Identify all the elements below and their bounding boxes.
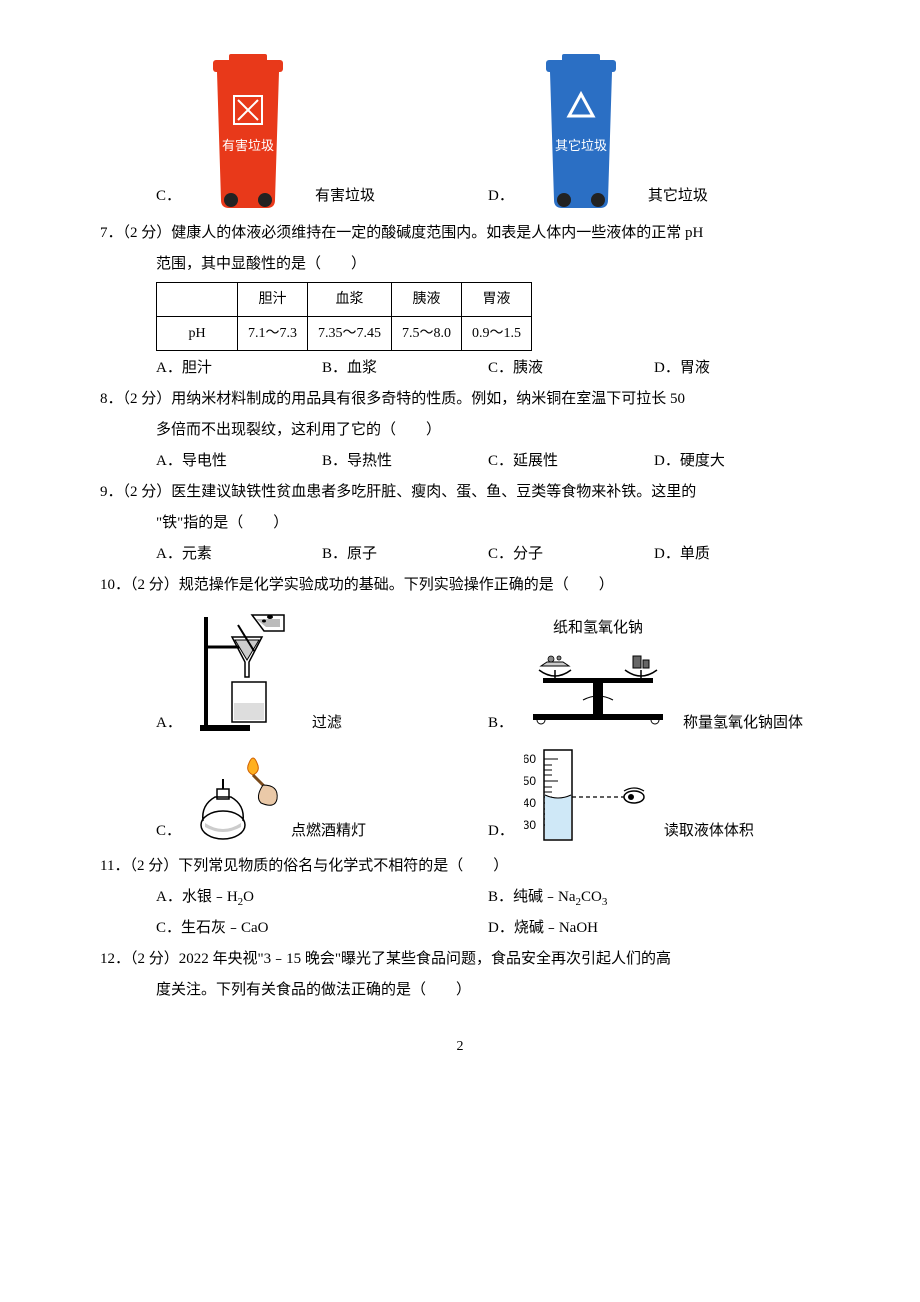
q7-opt-b: B．血浆 [322,355,488,382]
q10-b-label: 称量氢氧化钠固体 [683,710,803,737]
q9-opt-c: C．分子 [488,541,654,568]
balance-scale-icon [523,642,673,727]
q10-b-letter: B． [488,710,513,737]
q6-c-label: 有害垃圾 [315,183,375,210]
q10-opt-a: A． 过滤 [156,607,488,737]
q7-th-5: 胃液 [462,283,532,317]
q9-opt-d: D．单质 [654,541,820,568]
q7-stem-1: 7．（2 分）健康人的体液必须维持在一定的酸碱度范围内。如表是人体内一些液体的正… [100,220,820,247]
q11-options-1: A．水银﹣H2O B．纯碱﹣Na2CO3 [100,884,820,913]
q6-c-letter: C． [156,183,181,210]
q11-b-p1: B．纯碱﹣Na [488,889,576,905]
q10-row-cd: C． 点燃酒精灯 D． 60 50 40 30 [100,745,820,845]
q10-c-letter: C． [156,818,181,845]
q11-opt-d: D．烧碱﹣NaOH [488,915,820,942]
q10-d-letter: D． [488,818,514,845]
q8-opt-a: A．导电性 [156,448,322,475]
q7-opt-c: C．胰液 [488,355,654,382]
q11-options-2: C．生石灰﹣CaO D．烧碱﹣NaOH [100,915,820,942]
q6-options-row: C． 有害垃圾 有害垃圾 D． [100,50,820,210]
q10-d-label: 读取液体体积 [664,818,754,845]
q6-opt-d: D． 其它垃圾 其它垃圾 [488,50,820,210]
q10-opt-d: D． 60 50 40 30 [488,745,820,845]
q10-a-label: 过滤 [312,710,342,737]
q7-stem-2: 范围，其中显酸性的是（ ） [100,251,820,278]
filtration-apparatus-icon [192,607,302,737]
q7-th-3: 血浆 [308,283,392,317]
q9-options: A．元素 B．原子 C．分子 D．单质 [100,541,820,568]
bin-c-label-text: 有害垃圾 [222,138,274,153]
graduated-cylinder-reading-icon: 60 50 40 30 [524,745,654,845]
q10-stem: 10．（2 分）规范操作是化学实验成功的基础。下列实验操作正确的是（ ） [100,572,820,599]
q7-r-ph: pH [157,317,238,351]
q7-opt-a: A．胆汁 [156,355,322,382]
svg-text:30: 30 [524,818,536,832]
q10-b-top-label: 纸和氢氧化钠 [523,615,673,642]
q7-opt-d: D．胃液 [654,355,820,382]
q10-opt-b: B． 纸和氢氧化钠 [488,615,820,737]
q7-ph-table: 胆汁 血浆 胰液 胃液 pH 7.1～7.3 7.35～7.45 7.5～8.0… [156,282,532,351]
hazardous-waste-bin-icon: 有害垃圾 [193,50,303,210]
q8-opt-d: D．硬度大 [654,448,820,475]
q12-stem-2: 度关注。下列有关食品的做法正确的是（ ） [100,977,820,1004]
q7-th-blank [157,283,238,317]
q10-a-letter: A． [156,710,182,737]
q7-r-4: 7.5～8.0 [392,317,462,351]
q6-d-label: 其它垃圾 [648,183,708,210]
q8-opt-c: C．延展性 [488,448,654,475]
svg-text:60: 60 [524,752,536,766]
q8-options: A．导电性 B．导热性 C．延展性 D．硬度大 [100,448,820,475]
q10-row-ab: A． 过滤 B． 纸和氢氧化钠 [100,607,820,737]
bin-d-label-text: 其它垃圾 [555,138,607,153]
light-alcohol-lamp-icon [191,745,281,845]
q12-stem-1: 12．（2 分）2022 年央视"3﹣15 晚会"曝光了某些食品问题，食品安全再… [100,946,820,973]
q10-opt-c: C． 点燃酒精灯 [156,745,488,845]
q11-opt-b: B．纯碱﹣Na2CO3 [488,884,820,913]
other-waste-bin-icon: 其它垃圾 [526,50,636,210]
q8-stem-1: 8．（2 分）用纳米材料制成的用品具有很多奇特的性质。例如，纳米铜在室温下可拉长… [100,386,820,413]
q11-a-p2: O [243,889,254,905]
q7-r-5: 0.9～1.5 [462,317,532,351]
q11-stem: 11．（2 分）下列常见物质的俗名与化学式不相符的是（ ） [100,853,820,880]
q11-b-sub2: 3 [602,896,608,908]
q6-opt-c: C． 有害垃圾 有害垃圾 [156,50,488,210]
q8-opt-b: B．导热性 [322,448,488,475]
svg-text:50: 50 [524,774,536,788]
page-number: 2 [100,1034,820,1059]
q11-opt-c: C．生石灰﹣CaO [156,915,488,942]
svg-text:40: 40 [524,796,536,810]
q11-a-p1: A．水银﹣H [156,889,238,905]
q9-opt-b: B．原子 [322,541,488,568]
q9-stem-1: 9．（2 分）医生建议缺铁性贫血患者多吃肝脏、瘦肉、蛋、鱼、豆类等食物来补铁。这… [100,479,820,506]
q7-th-4: 胰液 [392,283,462,317]
q7-r-3: 7.35～7.45 [308,317,392,351]
q6-d-letter: D． [488,183,514,210]
q9-opt-a: A．元素 [156,541,322,568]
q7-r-2: 7.1～7.3 [238,317,308,351]
q10-c-label: 点燃酒精灯 [291,818,366,845]
q7-th-2: 胆汁 [238,283,308,317]
q8-stem-2: 多倍而不出现裂纹，这利用了它的（ ） [100,417,820,444]
q11-opt-a: A．水银﹣H2O [156,884,488,913]
q9-stem-2: "铁"指的是（ ） [100,510,820,537]
q7-options: A．胆汁 B．血浆 C．胰液 D．胃液 [100,355,820,382]
q11-b-p2: CO [581,889,602,905]
